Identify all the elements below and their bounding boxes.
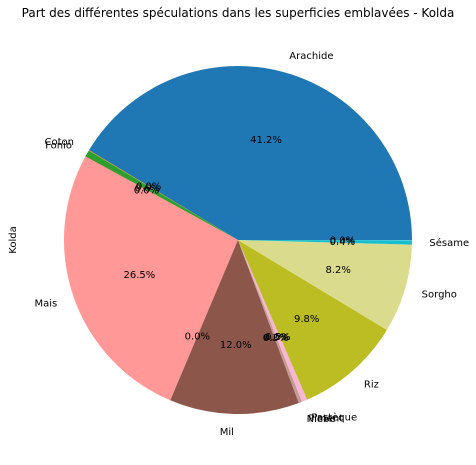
slice-percent-label: 26.5% (124, 270, 156, 281)
pie-slice-sorgho-11 (238, 240, 412, 331)
slice-percent-label: 0.0% (136, 182, 161, 193)
slice-category-label: Mais (35, 298, 58, 309)
slice-category-label: Niebe (307, 414, 336, 425)
y-axis-label: Kolda (8, 226, 19, 253)
slice-percent-label: 12.0% (220, 340, 252, 351)
slice-category-label: Sorgho (422, 289, 457, 300)
slice-percent-label: 0.0% (134, 185, 159, 196)
pie-slices (63, 66, 412, 414)
pie-slice-piment-8 (238, 240, 303, 402)
slice-category-label: Fonio (45, 140, 72, 151)
pie-slice-arachide-0 (89, 66, 412, 240)
pie-slice-niebe-7 (238, 240, 302, 404)
slice-category-label: Pastèque (311, 411, 357, 423)
slice-category-label: Arachide (289, 51, 333, 62)
slice-percent-label: 9.8% (294, 314, 319, 325)
slice-category-label: Riz (364, 380, 379, 391)
pie-slice-mil-6 (170, 240, 299, 414)
pie-slice-sesame-12 (238, 240, 412, 245)
pie-slice-fonio-2 (85, 150, 238, 240)
slice-percent-label: 8.2% (325, 265, 350, 276)
slice-percent-label: 0.0% (264, 333, 289, 344)
pie-labels: 41.2% Arachide 0.0% Coton 0.6% Fonio 0.0% 26.5%… (35, 51, 470, 438)
slice-category-label: Coton (44, 137, 73, 148)
slice-percent-label: 0.0% (185, 332, 210, 343)
slice-category-label: Piment (308, 413, 343, 424)
slice-percent-label: 0.0% (330, 236, 355, 247)
slice-category-label: Sésame (429, 237, 469, 249)
pie-slice-coton-1 (88, 150, 238, 240)
pie-slice-unlabeled-3 (85, 156, 238, 240)
chart-title: Part des différentes spéculations dans l… (22, 6, 455, 20)
slice-percent-label: 0.6% (135, 184, 160, 195)
pie-slice-mais-4 (63, 156, 238, 401)
pie-slice-riz-10 (238, 240, 387, 400)
pie-slice-pasteque-9 (238, 240, 308, 402)
slice-percent-label: 0.4% (330, 237, 355, 248)
slice-percent-label: 0.3% (263, 333, 288, 344)
slice-percent-label: 41.2% (250, 135, 282, 146)
slice-category-label: Mil (220, 427, 234, 438)
slice-percent-label: 0.5% (265, 332, 290, 343)
